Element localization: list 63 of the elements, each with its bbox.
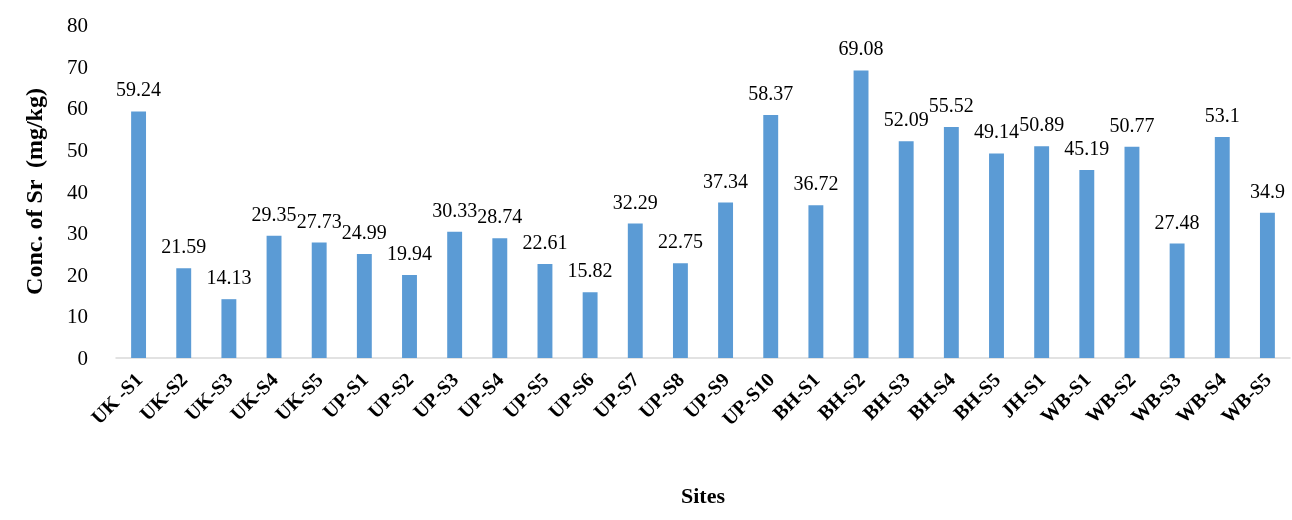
data-label: 30.33 [432,198,478,221]
data-label: 27.48 [1154,210,1200,233]
bar [1079,169,1095,358]
bar [266,235,282,358]
data-label: 36.72 [793,172,839,195]
bar [131,111,147,358]
bar [672,263,688,358]
data-label: 24.99 [341,220,387,243]
bar [176,268,192,358]
data-label: 15.82 [567,259,613,282]
bar [537,263,553,358]
data-label: 37.34 [703,169,749,192]
data-label: 29.35 [251,202,297,225]
bar [943,126,959,358]
data-label: 34.9 [1249,179,1285,202]
data-label: 58.37 [748,82,794,105]
bar [1124,146,1140,358]
bar [356,253,372,358]
x-axis-title: Sites [681,482,726,508]
bar [989,153,1004,358]
data-label: 27.73 [296,209,342,232]
data-label: 50.77 [1109,113,1155,136]
y-tick-label: 60 [67,96,88,121]
bar [311,242,327,358]
bar [853,70,869,358]
bar [582,292,598,358]
data-label: 59.24 [116,78,162,101]
y-tick-label: 40 [67,179,88,204]
data-label: 50.89 [1019,113,1065,136]
bar [1259,212,1275,358]
bar [898,141,914,358]
bar [1169,243,1185,358]
y-tick-label: 70 [67,54,88,79]
data-label: 28.74 [477,205,523,228]
data-label: 22.61 [522,230,568,253]
data-label: 55.52 [928,93,974,116]
data-label: 49.14 [974,120,1019,143]
y-tick-label: 80 [67,13,88,37]
data-label: 45.19 [1064,136,1110,159]
y-tick-label: 10 [67,304,88,329]
data-label: 32.29 [612,190,658,213]
data-label: 22.75 [657,230,703,253]
y-tick-label: 50 [67,137,88,162]
bar [718,202,734,358]
y-tick-label: 20 [67,262,88,287]
data-label: 53.1 [1204,103,1240,126]
bar [221,299,237,358]
data-label: 19.94 [387,242,432,264]
y-tick-label: 30 [67,221,88,246]
bar [402,275,417,358]
data-label: 14.13 [206,266,252,289]
data-label: 69.08 [838,37,884,60]
y-tick-label: 0 [77,346,88,370]
data-label: 52.09 [883,108,929,131]
bar [447,231,463,358]
bar [627,223,643,358]
bar [763,115,779,358]
data-label: 21.59 [161,235,207,258]
bar [1214,136,1230,358]
bar [492,238,508,358]
bar [1034,146,1050,358]
y-axis-title: Conc. of Sr (mg/kg) [21,88,47,295]
bar [808,205,824,358]
